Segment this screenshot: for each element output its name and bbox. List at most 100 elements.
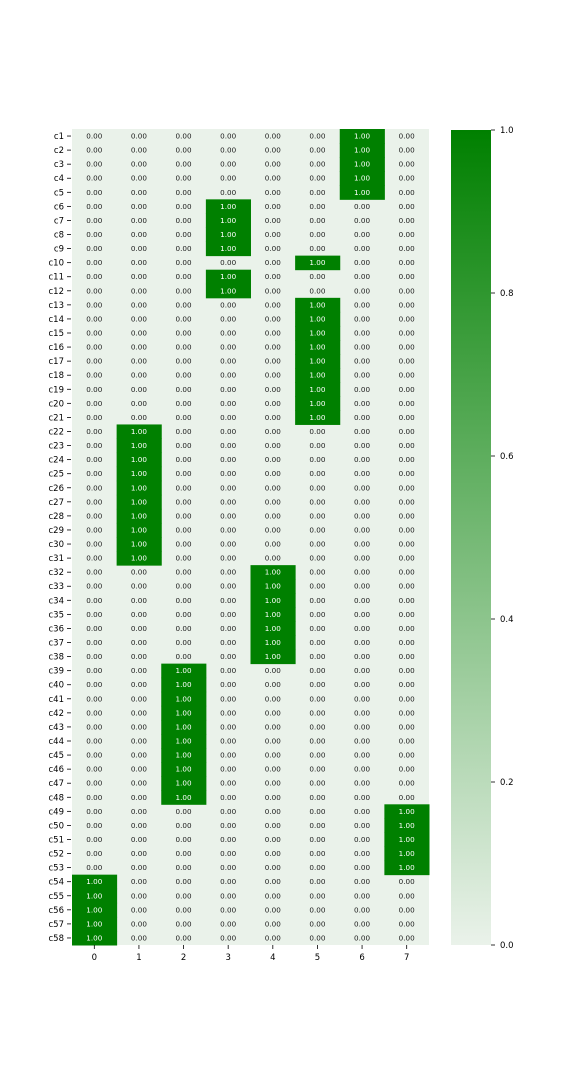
cell-value-label: 0.00 — [354, 202, 370, 211]
cell-value-label: 0.00 — [354, 568, 370, 577]
cell-value-label: 1.00 — [131, 540, 147, 549]
cell-value-label: 0.00 — [86, 821, 102, 830]
y-tick-label: c6 — [54, 202, 64, 212]
y-tick-label: c16 — [49, 343, 65, 353]
cell-value-label: 0.00 — [399, 722, 415, 731]
cell-value-label: 0.00 — [354, 694, 370, 703]
cell-value-label: 0.00 — [176, 919, 192, 928]
cell-value-label: 0.00 — [354, 314, 370, 323]
cell-value-label: 1.00 — [176, 779, 192, 788]
cell-value-label: 0.00 — [220, 188, 236, 197]
cell-value-label: 0.00 — [399, 441, 415, 450]
heatmap-cell — [161, 719, 207, 735]
cell-value-label: 0.00 — [354, 582, 370, 591]
cell-value-label: 0.00 — [86, 610, 102, 619]
cell-value-label: 0.00 — [309, 694, 325, 703]
cell-value-label: 1.00 — [176, 694, 192, 703]
cell-value-label: 0.00 — [131, 863, 147, 872]
y-tick-label: c45 — [49, 751, 65, 761]
y-tick-label: c7 — [54, 216, 64, 226]
heatmap-cell — [161, 762, 207, 777]
heatmap-cell — [295, 297, 341, 313]
cell-value-label: 0.00 — [131, 751, 147, 760]
cell-value-label: 0.00 — [399, 357, 415, 366]
cell-value-label: 1.00 — [309, 399, 325, 408]
heatmap-cell — [161, 691, 207, 707]
cell-value-label: 0.00 — [399, 371, 415, 380]
cell-value-label: 0.00 — [265, 765, 281, 774]
cell-value-label: 0.00 — [309, 891, 325, 900]
cell-value-label: 0.00 — [220, 877, 236, 886]
cell-value-label: 0.00 — [354, 497, 370, 506]
cell-value-label: 0.00 — [131, 582, 147, 591]
cell-value-label: 0.00 — [265, 230, 281, 239]
cell-value-label: 0.00 — [86, 132, 102, 141]
cell-value-label: 0.00 — [399, 638, 415, 647]
heatmap-cell — [250, 635, 296, 651]
cell-value-label: 0.00 — [176, 511, 192, 520]
cell-value-label: 0.00 — [86, 540, 102, 549]
cell-value-label: 0.00 — [176, 314, 192, 323]
heatmap-cell — [116, 522, 162, 538]
cell-value-label: 0.00 — [265, 385, 281, 394]
heatmap-cell — [205, 213, 251, 228]
cell-value-label: 0.00 — [86, 174, 102, 183]
cell-value-label: 0.00 — [220, 413, 236, 422]
y-tick-label: c21 — [49, 413, 65, 423]
cell-value-label: 1.00 — [265, 610, 281, 619]
cell-value-label: 0.00 — [309, 272, 325, 281]
cell-value-label: 0.00 — [176, 399, 192, 408]
cell-value-label: 0.00 — [399, 596, 415, 605]
cell-value-label: 0.00 — [354, 638, 370, 647]
cell-value-label: 0.00 — [131, 329, 147, 338]
cell-value-label: 0.00 — [265, 708, 281, 717]
cell-value-label: 0.00 — [354, 835, 370, 844]
cell-value-label: 0.00 — [399, 385, 415, 394]
cell-value-label: 0.00 — [399, 793, 415, 802]
cell-value-label: 0.00 — [86, 469, 102, 478]
cell-value-label: 0.00 — [309, 751, 325, 760]
cell-value-label: 1.00 — [309, 413, 325, 422]
cell-value-label: 0.00 — [220, 132, 236, 141]
cell-value-label: 0.00 — [131, 160, 147, 169]
cell-value-label: 0.00 — [309, 765, 325, 774]
cell-value-label: 0.00 — [176, 455, 192, 464]
y-tick-label: c8 — [54, 231, 64, 241]
cell-value-label: 0.00 — [220, 905, 236, 914]
cell-value-label: 0.00 — [86, 835, 102, 844]
cell-value-label: 0.00 — [176, 891, 192, 900]
y-tick-label: c35 — [49, 610, 65, 620]
cell-value-label: 0.00 — [399, 483, 415, 492]
heatmap-cell — [250, 579, 296, 594]
x-tick-label: 7 — [404, 953, 409, 963]
cell-value-label: 0.00 — [176, 272, 192, 281]
cell-value-label: 0.00 — [86, 427, 102, 436]
cell-value-label: 0.00 — [220, 708, 236, 717]
colorbar-gradient — [451, 130, 491, 945]
cell-value-label: 0.00 — [176, 638, 192, 647]
cell-value-label: 0.00 — [131, 371, 147, 380]
cell-value-label: 0.00 — [131, 413, 147, 422]
cell-value-label: 0.00 — [399, 511, 415, 520]
y-tick-label: c58 — [49, 934, 65, 944]
x-tick-label: 0 — [92, 953, 97, 963]
cell-value-label: 0.00 — [176, 497, 192, 506]
cell-value-label: 0.00 — [354, 483, 370, 492]
colorbar-tick-label: 0.2 — [500, 778, 514, 788]
cell-value-label: 0.00 — [309, 680, 325, 689]
cell-value-label: 0.00 — [399, 708, 415, 717]
cell-value-label: 0.00 — [265, 174, 281, 183]
cell-value-label: 0.00 — [220, 174, 236, 183]
cell-value-label: 0.00 — [309, 174, 325, 183]
cell-value-label: 0.00 — [309, 427, 325, 436]
cell-value-label: 0.00 — [131, 694, 147, 703]
cell-value-label: 0.00 — [176, 216, 192, 225]
cell-value-label: 1.00 — [309, 329, 325, 338]
cell-value-label: 0.00 — [309, 610, 325, 619]
y-tick-label: c3 — [54, 160, 64, 170]
cell-value-label: 0.00 — [265, 146, 281, 155]
cell-value-label: 0.00 — [131, 919, 147, 928]
cell-value-label: 1.00 — [399, 849, 415, 858]
cell-value-label: 0.00 — [220, 666, 236, 675]
cell-value-label: 0.00 — [399, 610, 415, 619]
